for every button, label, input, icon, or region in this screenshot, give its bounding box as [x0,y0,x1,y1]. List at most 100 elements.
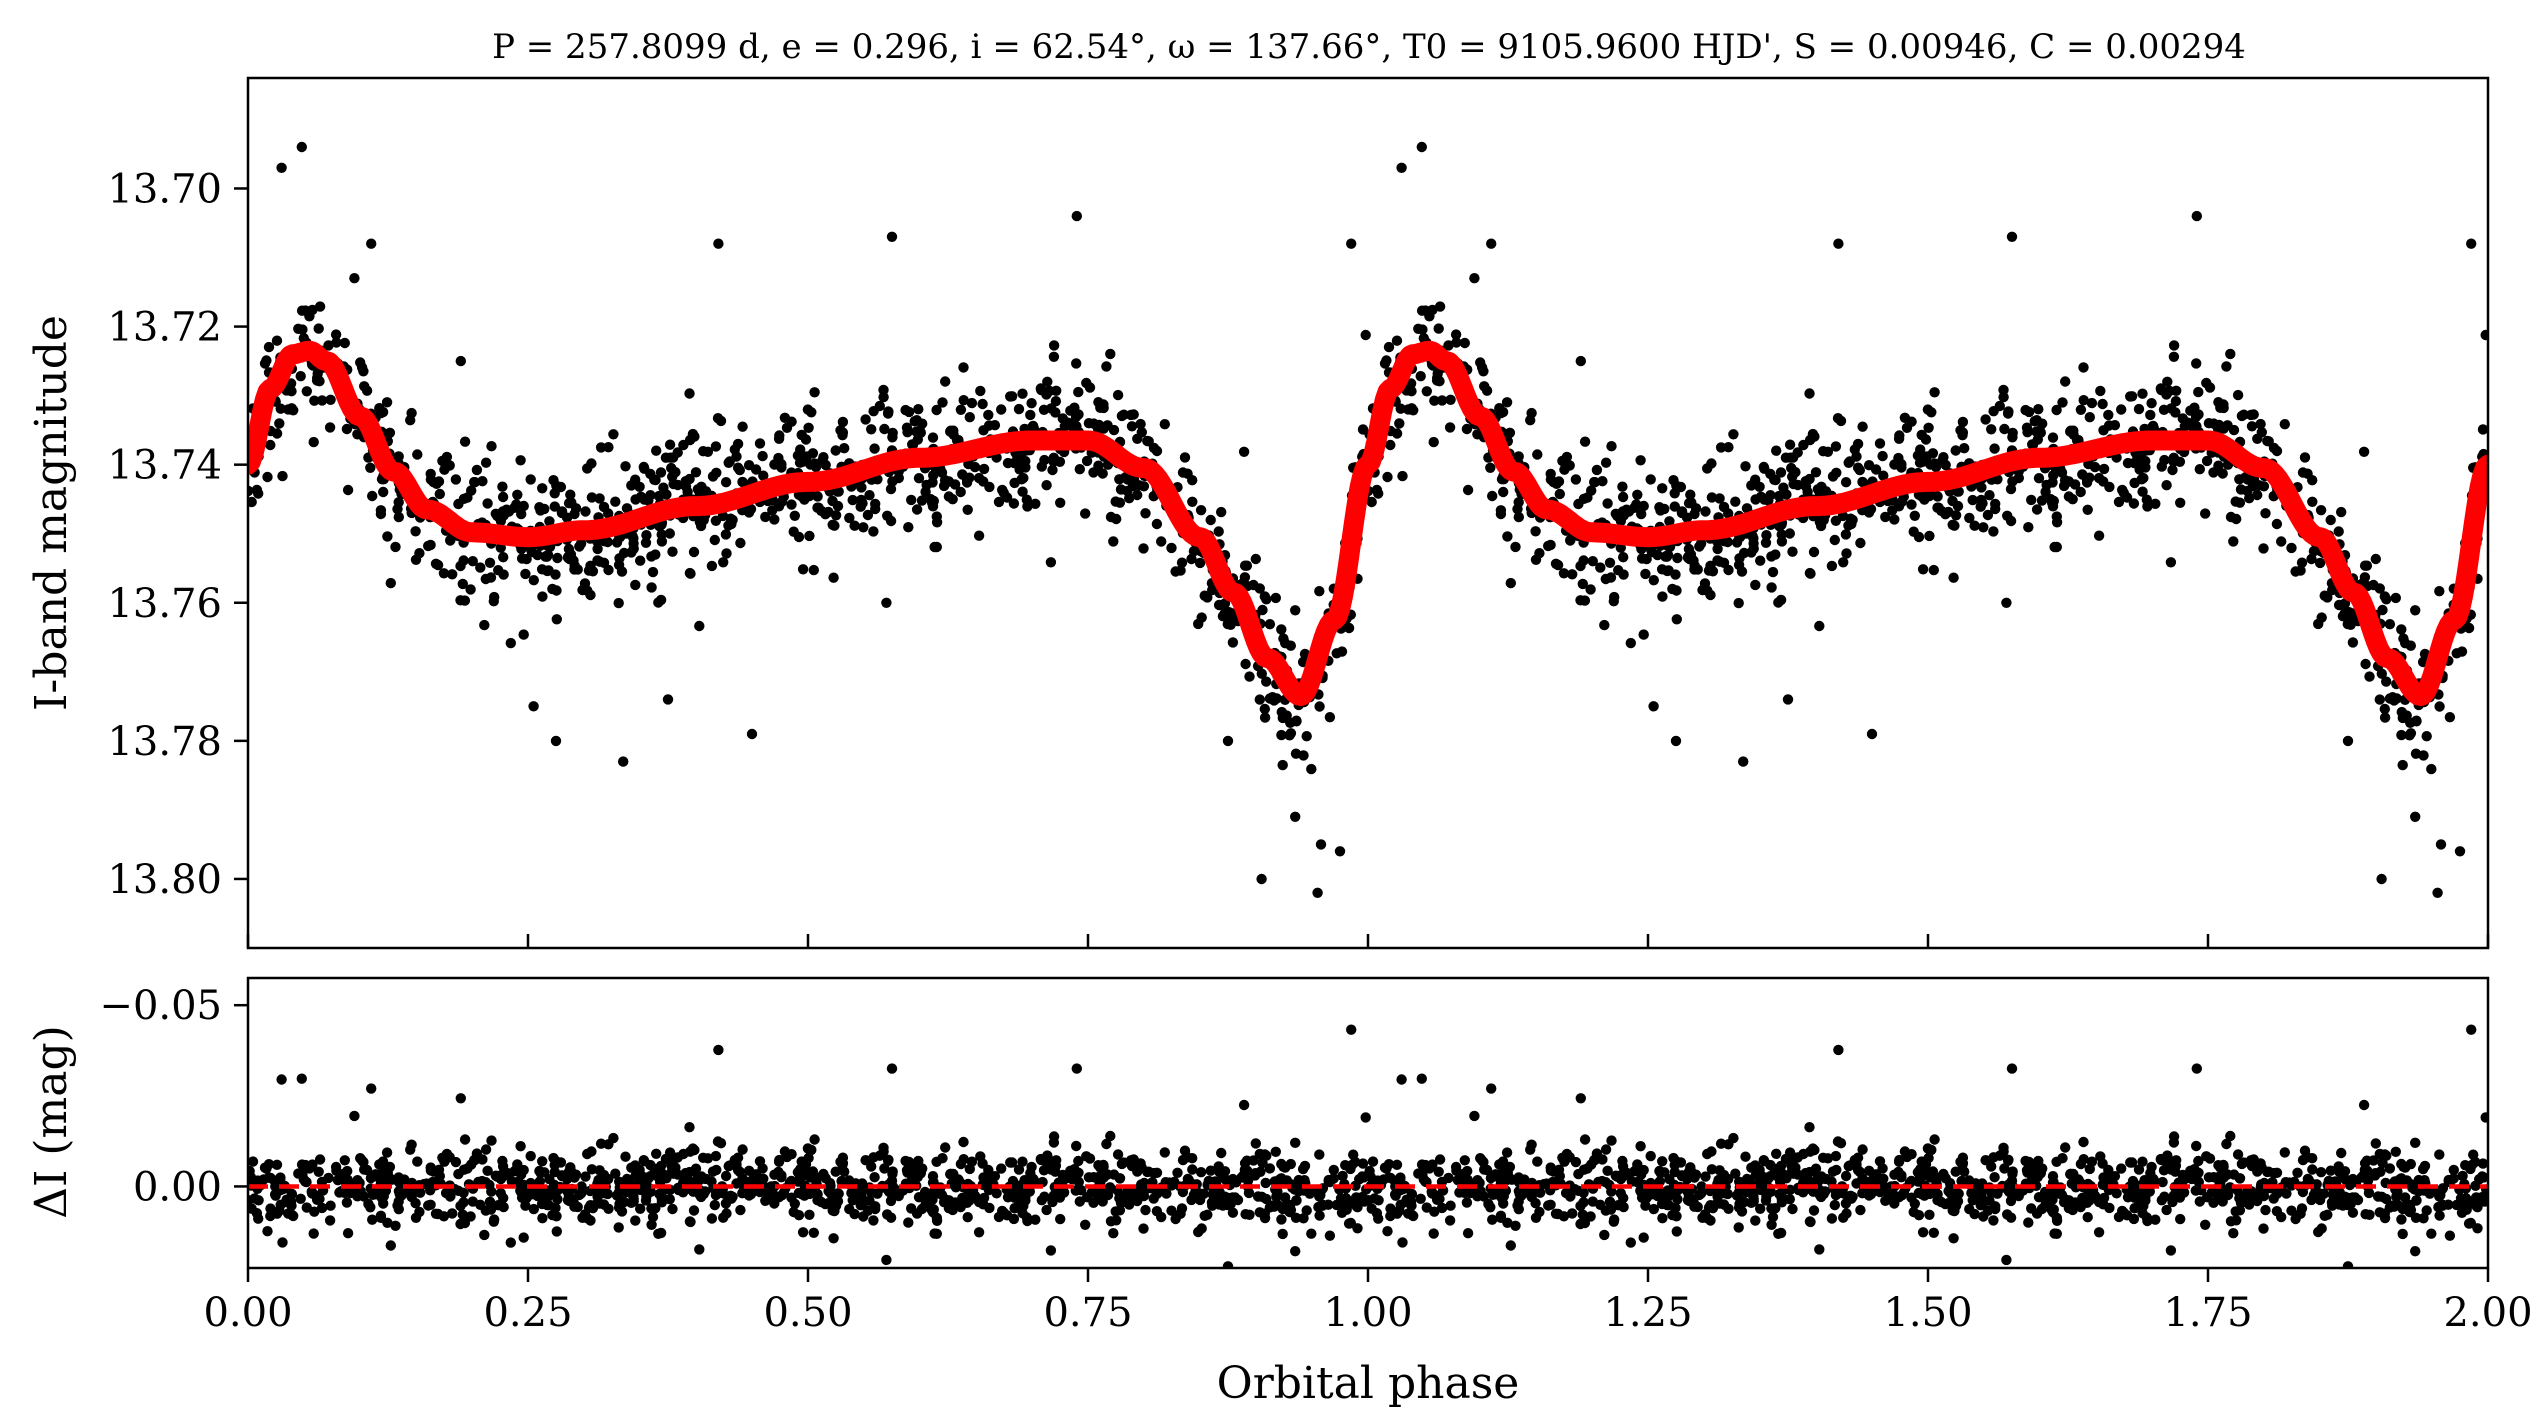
observation-point-1632 [1760,537,1772,548]
residual-point-373 [341,1197,353,1208]
observation-point-351 [1179,452,1191,463]
residual-point-2116 [2097,1179,2108,1190]
residual-point-1922 [2051,1215,2063,1227]
observation-point-1617 [2161,480,2172,491]
observation-point-443 [1025,409,1036,421]
residual-point-798 [1114,1173,1126,1184]
observation-point-1204 [1645,474,1656,485]
observation-point-647 [973,472,985,484]
residual-point-2160 [2189,1164,2200,1175]
residual-point-2272 [1896,1170,1907,1181]
observation-point-864 [412,449,423,460]
residual-point-1401 [1829,1199,1841,1211]
residual-point-2203 [2456,1207,2468,1219]
observation-point-667 [993,496,1005,508]
residual-point-312 [694,1244,705,1255]
residual-point-982 [552,1194,563,1205]
residual-point-2300 [1506,1174,1518,1185]
observation-point-2146 [1545,468,1556,480]
observation-point-917 [878,391,889,403]
residual-point-1296 [2221,1138,2232,1150]
observation-point-858 [1250,553,1262,565]
observation-point-93 [265,439,276,451]
observation-point-1295 [2103,409,2114,421]
residual-point-2275 [2397,1203,2408,1215]
residual-point-925 [498,1192,509,1204]
residual-point-2216 [2097,1158,2108,1169]
observation-point-1755 [2225,511,2237,523]
residual-point-934 [382,1164,393,1175]
top-y-tick-label-1: 13.72 [107,305,222,351]
observation-point-63 [528,575,539,586]
observation-point-2339 [2435,839,2447,850]
residual-point-2009 [1967,1195,1978,1206]
residual-point-797 [1276,1158,1287,1170]
observation-point-2228 [1577,578,1589,590]
observation-point-1215 [1505,577,1517,589]
residual-point-838 [847,1195,858,1206]
residual-point-1671 [1487,1214,1498,1225]
observation-point-1356 [1986,424,1997,435]
observation-point-1576 [2225,348,2236,360]
observation-point-2318 [1406,403,1417,414]
observation-point-1077 [414,548,425,559]
residual-point-544 [1140,1204,1151,1216]
residual-point-2035 [1532,1156,1543,1167]
residual-point-1990 [1948,1233,1959,1244]
observation-point-2225 [2186,420,2197,432]
observation-point-2037 [2444,712,2456,723]
observation-point-882 [1291,716,1302,727]
observation-point-908 [467,556,478,567]
residual-point-1532 [2039,1186,2051,1198]
observation-point-641 [406,407,417,419]
observation-point-2316 [1759,494,1770,505]
residual-point-164 [664,1194,675,1205]
residual-point-1020 [477,1154,488,1165]
observation-point-1881 [2232,389,2244,401]
observation-point-1433 [1585,584,1596,595]
residual-point-837 [1195,1167,1207,1178]
observation-point-1091 [720,529,732,540]
observation-point-745 [301,386,312,397]
residual-point-1074 [1252,1191,1264,1202]
observation-point-841 [737,421,748,432]
observation-point-230 [709,534,720,546]
observation-point-1959 [1771,445,1782,456]
residual-point-2208 [2368,1155,2379,1166]
residual-point-1063 [870,1201,881,1212]
observation-point-1946 [1950,510,1962,521]
observation-point-422 [684,473,695,485]
residual-point-144 [667,1203,678,1215]
observation-point-813 [685,568,696,579]
observation-point-2067 [1770,474,1781,486]
residual-point-2341 [2342,1261,2354,1268]
observation-point-1115 [549,501,560,512]
observation-point-317 [1241,560,1253,571]
observation-point-626 [381,397,393,408]
residual-point-1072 [874,1150,885,1161]
residual-point-2192 [1610,1170,1622,1181]
observation-point-686 [634,481,645,492]
residual-point-2000 [1785,1184,1796,1196]
observation-point-816 [541,551,553,562]
residual-point-1785 [2397,1228,2408,1240]
residual-point-1105 [393,1204,404,1215]
observation-point-1630 [1485,462,1496,473]
observation-point-871 [551,614,562,625]
observation-point-284 [497,491,509,503]
residual-point-1209 [1730,1168,1741,1179]
observation-point-1695 [2421,731,2432,742]
x-tick-label-3: 0.75 [1043,1290,1132,1336]
observation-point-1651 [1804,388,1815,399]
observation-point-2187 [1916,491,1927,502]
observation-point-363 [1298,750,1309,761]
observation-point-1160 [550,735,562,747]
residual-point-2281 [1733,1187,1745,1198]
observation-point-200 [1151,518,1163,530]
observation-point-446 [1041,480,1052,491]
residual-point-1070 [489,1214,500,1225]
observation-point-1922 [2051,517,2063,528]
observation-point-2302 [1780,452,1792,463]
residual-point-1828 [1451,1165,1462,1177]
